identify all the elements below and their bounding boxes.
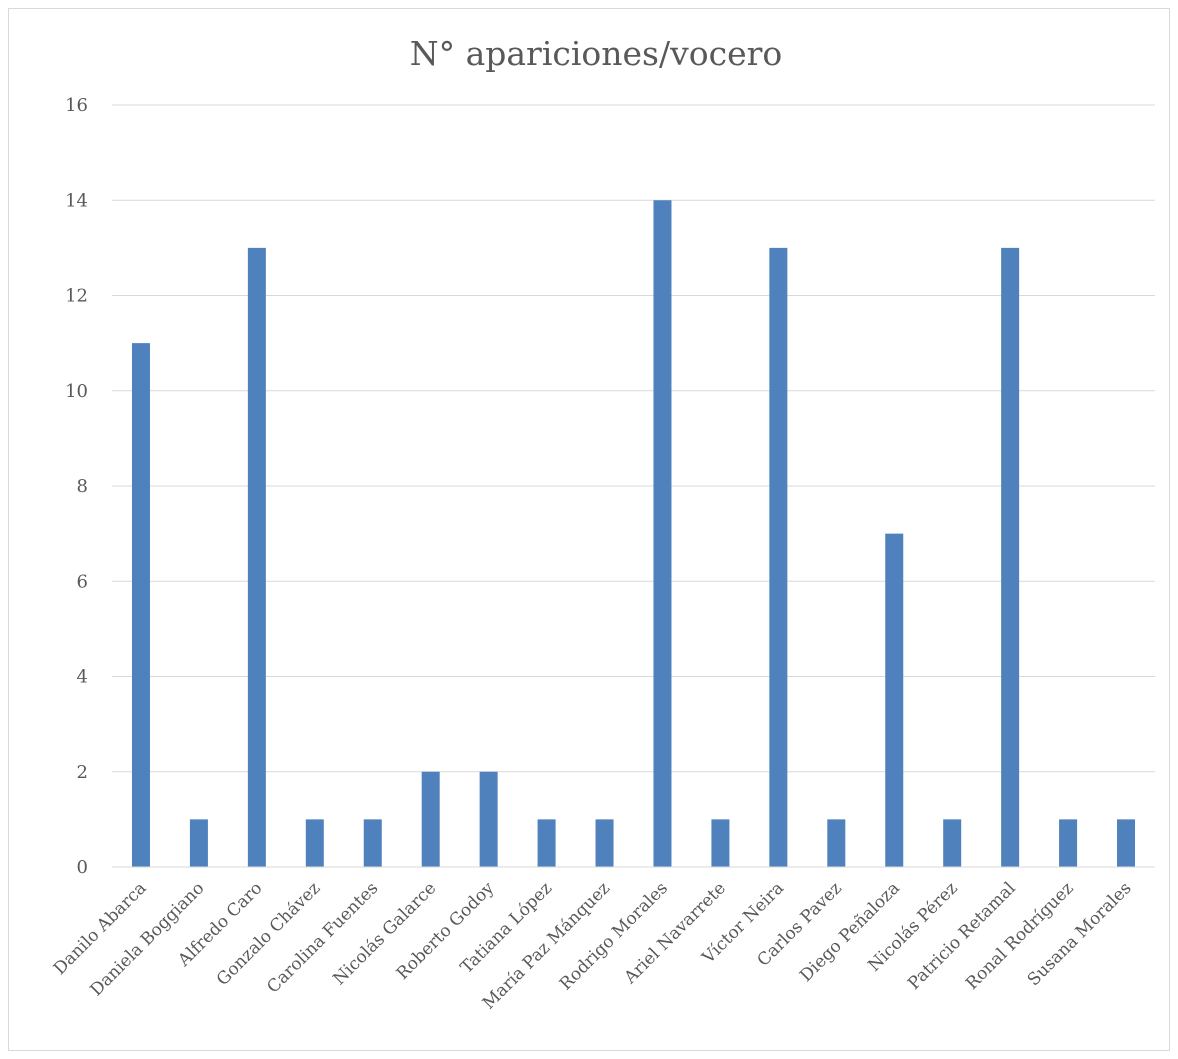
x-tick-label: Roberto Godoy [393, 878, 499, 984]
bar [943, 819, 962, 867]
bar [1001, 247, 1020, 867]
x-tick-label: Carolina Fuentes [263, 878, 382, 997]
bar [421, 771, 440, 867]
bar [537, 819, 556, 867]
y-tick-label: 2 [77, 762, 88, 783]
y-tick-label: 6 [77, 571, 88, 592]
x-tick-label: Gonzalo Chávez [213, 878, 325, 990]
y-tick-label: 14 [65, 190, 88, 211]
x-tick-label: Ariel Navarrete [620, 878, 730, 988]
x-tick-label: Susana Morales [1024, 878, 1136, 990]
y-tick-label: 8 [77, 476, 88, 497]
bar [305, 819, 324, 867]
y-axis-ticks: 0 2 4 6 8 10 12 14 16 [65, 95, 88, 878]
bar [885, 533, 904, 867]
y-tick-label: 12 [65, 286, 88, 307]
y-tick-label: 16 [65, 95, 88, 116]
bar [479, 771, 498, 867]
bar [131, 343, 150, 867]
bars [131, 200, 1136, 867]
y-tick-label: 10 [65, 381, 88, 402]
bar [769, 247, 788, 867]
bar [363, 819, 382, 867]
bar [247, 247, 266, 867]
bar [189, 819, 208, 867]
x-tick-label: Diego Peñaloza [796, 878, 904, 986]
y-tick-label: 4 [77, 667, 88, 688]
x-tick-label: Ronal Rodríguez [962, 878, 1077, 993]
bar [711, 819, 730, 867]
bar [653, 200, 672, 867]
bar [827, 819, 846, 867]
bar [1059, 819, 1078, 867]
gridlines [112, 104, 1155, 868]
bar [595, 819, 614, 867]
x-tick-label: Nicolás Galarce [329, 878, 440, 989]
x-tick-label: Rodrigo Morales [556, 878, 672, 994]
x-tick-label: Patricio Retamal [904, 878, 1019, 993]
bar [1117, 819, 1136, 867]
y-tick-label: 0 [77, 857, 88, 878]
chart-frame [8, 8, 1170, 1051]
chart-title: N° apariciones/vocero [409, 34, 783, 73]
